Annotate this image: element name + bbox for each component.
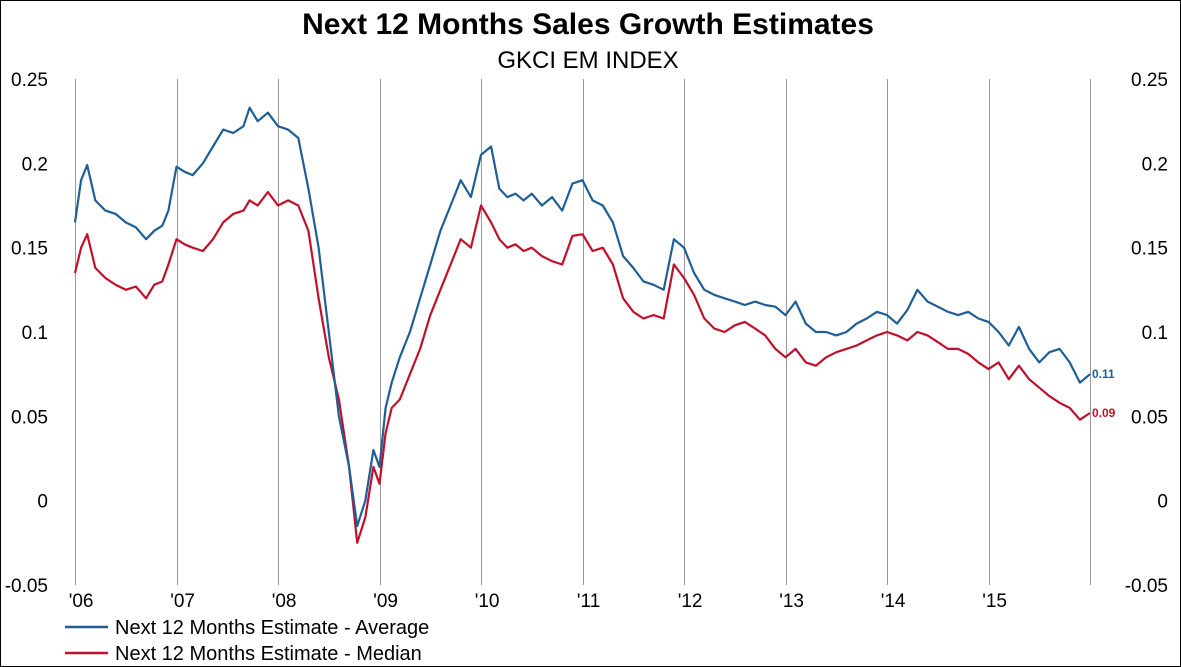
y-tick-label-left: 0.25 — [11, 70, 48, 91]
legend: Next 12 Months Estimate - Average Next 12… — [65, 617, 429, 665]
y-tick-label-right: 0.15 — [1131, 239, 1168, 260]
series-line-average — [73, 106, 1091, 528]
x-tick-label: '09 — [373, 591, 398, 612]
y-tick-label-right: 0.25 — [1131, 70, 1168, 91]
series-lines — [73, 106, 1091, 544]
y-tick-label-right: 0.1 — [1142, 323, 1168, 344]
x-axis: '06 '07 '08 '09 '10 '11 '12 '13 '14 '15 — [69, 591, 1007, 612]
x-tick-label: '13 — [779, 591, 804, 612]
x-tick-label: '12 — [678, 591, 703, 612]
legend-label-average: Next 12 Months Estimate - Average — [115, 617, 429, 639]
end-label-average: 0.11 — [1092, 367, 1115, 381]
chart-title: Next 12 Months Sales Growth Estimates — [302, 8, 874, 41]
y-tick-label-right: 0.2 — [1142, 154, 1168, 175]
y-tick-label-left: 0.2 — [22, 154, 48, 175]
x-tick-label: '07 — [170, 591, 195, 612]
y-tick-label-left: 0 — [37, 492, 48, 513]
chart-subtitle: GKCI EM INDEX — [497, 47, 678, 74]
x-tick-label: '15 — [982, 591, 1007, 612]
y-tick-label-right: -0.05 — [1125, 576, 1168, 597]
y-tick-label-left: 0.15 — [11, 239, 48, 260]
y-tick-label-right: 0 — [1157, 492, 1168, 513]
x-tick-label: '11 — [577, 591, 600, 612]
legend-label-median: Next 12 Months Estimate - Median — [115, 643, 422, 665]
y-tick-label-left: 0.05 — [11, 407, 48, 428]
y-tick-label-right: 0.05 — [1131, 407, 1168, 428]
y-axis-right: 0.25 0.2 0.15 0.1 0.05 0 -0.05 — [1125, 70, 1168, 597]
y-tick-label-left: -0.05 — [5, 576, 48, 597]
y-tick-label-left: 0.1 — [22, 323, 48, 344]
plot-area — [75, 79, 1091, 585]
y-axis-left: 0.25 0.2 0.15 0.1 0.05 0 -0.05 — [5, 70, 48, 597]
end-label-median: 0.09 — [1092, 406, 1116, 420]
x-tick-label: '14 — [881, 591, 906, 612]
x-tick-label: '08 — [272, 591, 297, 612]
end-labels: 0.09 0.11 — [1092, 367, 1116, 420]
x-tick-label: '10 — [475, 591, 500, 612]
gridlines — [75, 79, 990, 585]
series-line-median — [73, 190, 1091, 544]
x-tick-label: '06 — [69, 591, 94, 612]
